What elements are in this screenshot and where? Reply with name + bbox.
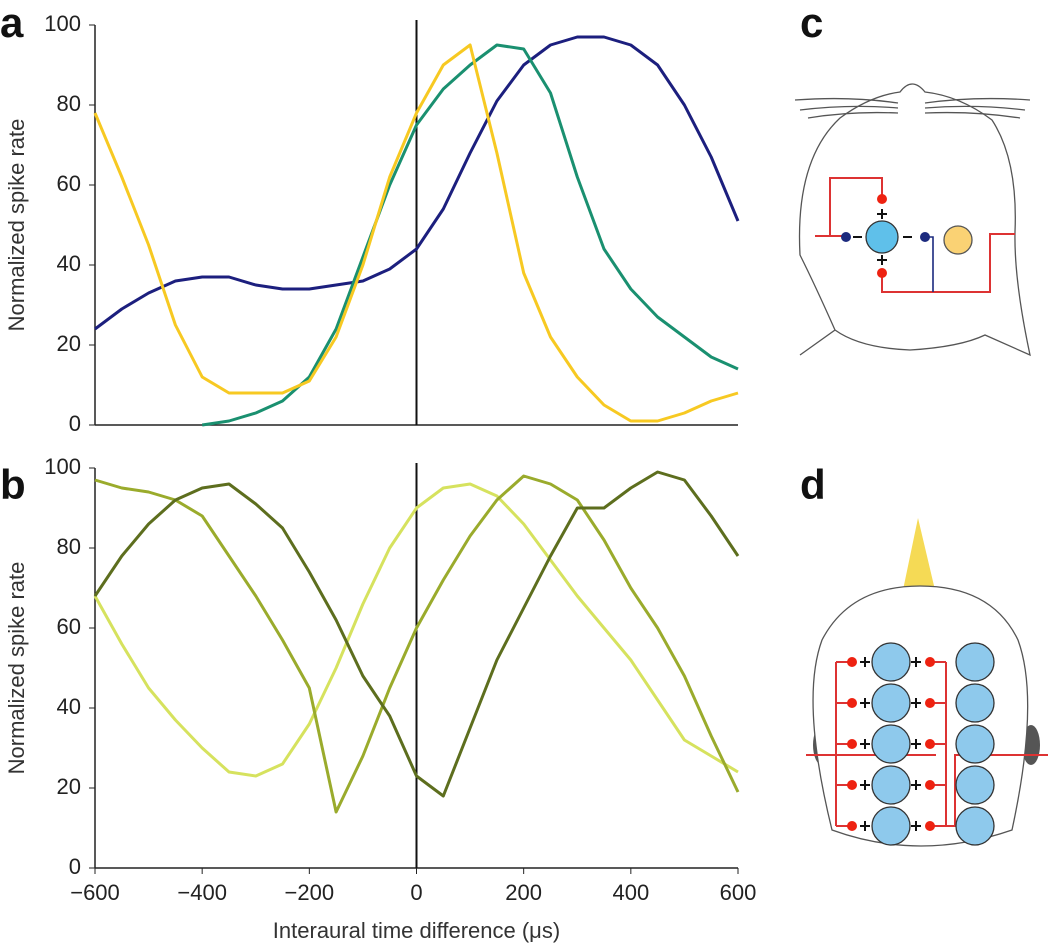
x-tick-label: 200	[505, 880, 542, 905]
y-tick-label: 100	[44, 454, 81, 479]
y-tick-label: 40	[57, 694, 81, 719]
y-tick-label: 60	[57, 171, 81, 196]
y-tick-label: 60	[57, 614, 81, 639]
y-axis-title: Normalized spike rate	[4, 562, 29, 775]
data-line	[93, 470, 740, 798]
y-tick-label: 20	[57, 331, 81, 356]
panel-label: b	[0, 461, 26, 508]
bird-diagram	[806, 518, 1048, 847]
x-tick-label: −200	[285, 880, 335, 905]
panel-label: d	[800, 461, 826, 508]
x-tick-label: −400	[177, 880, 227, 905]
y-tick-label: 0	[69, 854, 81, 879]
x-tick-label: 0	[410, 880, 422, 905]
y-tick-label: 40	[57, 251, 81, 276]
y-tick-label: 100	[44, 11, 81, 36]
y-tick-label: 0	[69, 411, 81, 436]
data-line	[201, 43, 739, 427]
y-axis-title: Normalized spike rate	[4, 119, 29, 332]
y-tick-label: 80	[57, 534, 81, 559]
panel-label: c	[800, 0, 823, 46]
x-tick-label: 600	[720, 880, 757, 905]
data-line	[93, 482, 739, 778]
x-axis-title: Interaural time difference (μs)	[273, 918, 560, 943]
mouse-diagram	[794, 83, 1031, 357]
data-line	[94, 35, 740, 331]
x-tick-label: −600	[70, 880, 120, 905]
panel-label: a	[0, 0, 24, 46]
data-line	[93, 43, 739, 423]
x-tick-label: 400	[612, 880, 649, 905]
data-line	[94, 474, 740, 814]
y-tick-label: 20	[57, 774, 81, 799]
y-tick-label: 80	[57, 91, 81, 116]
